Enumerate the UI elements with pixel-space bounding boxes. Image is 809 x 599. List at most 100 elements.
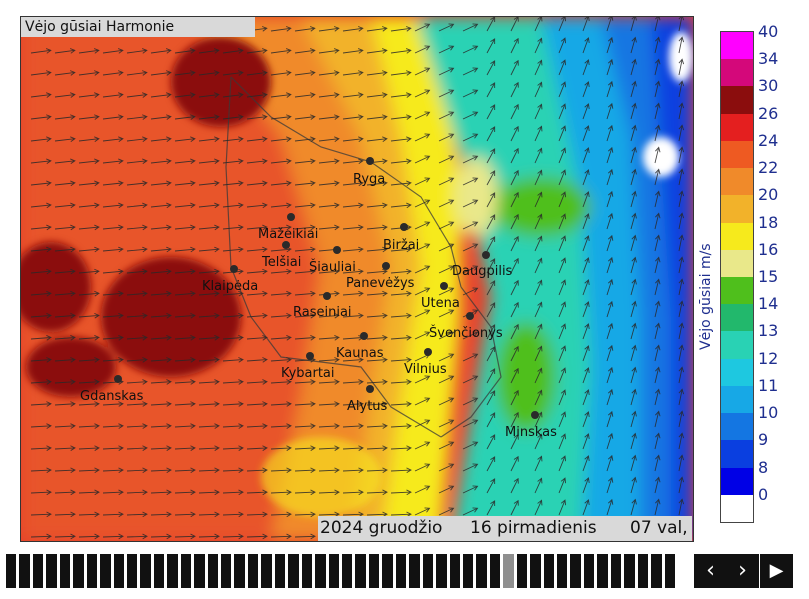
timeline-frame[interactable] xyxy=(409,554,420,588)
wind-arrow xyxy=(534,301,543,318)
wind-arrow xyxy=(174,445,196,451)
wind-arrow xyxy=(486,148,496,164)
timeline-frame[interactable] xyxy=(610,554,622,588)
timeline-frame[interactable] xyxy=(355,554,366,588)
timeline-frame[interactable] xyxy=(113,554,124,588)
wind-arrow xyxy=(270,136,292,142)
wind-arrow xyxy=(246,489,268,496)
wind-arrow xyxy=(438,397,455,406)
timeline-frame[interactable] xyxy=(368,554,380,588)
timeline-frame[interactable] xyxy=(543,554,555,588)
timeline-frame[interactable] xyxy=(462,554,474,588)
timeline-frame[interactable] xyxy=(180,554,192,588)
timeline-frame[interactable] xyxy=(100,554,111,588)
timeline-frame[interactable] xyxy=(221,554,232,588)
timeline-frame[interactable] xyxy=(274,554,286,588)
timeline-frame[interactable] xyxy=(476,554,487,588)
legend-swatch xyxy=(721,467,753,496)
wind-arrow xyxy=(198,114,220,120)
wind-arrow xyxy=(390,48,412,54)
wind-arrow xyxy=(534,125,543,142)
timeline-frame[interactable] xyxy=(288,554,299,588)
timeline-frame[interactable] xyxy=(570,554,581,588)
wind-arrow xyxy=(462,177,479,186)
timeline-frame[interactable] xyxy=(86,554,98,588)
timeline-slider[interactable] xyxy=(6,554,678,588)
city-label-ryga: Ryga xyxy=(353,172,386,187)
city-dot-panevezys xyxy=(382,262,390,270)
timeline-frame[interactable] xyxy=(194,554,205,588)
timeline-frame[interactable] xyxy=(557,554,568,588)
timeline-frame[interactable] xyxy=(126,554,138,588)
wind-arrow xyxy=(438,287,455,296)
timeline-frame[interactable] xyxy=(422,554,434,588)
timeline-frame[interactable] xyxy=(59,554,71,588)
wind-arrow xyxy=(558,411,567,428)
timeline-frame[interactable] xyxy=(503,554,514,588)
wind-arrow xyxy=(78,114,100,120)
wind-arrow xyxy=(246,290,268,297)
timeline-frame[interactable] xyxy=(342,554,353,588)
wind-arrow xyxy=(606,344,614,362)
wind-arrow xyxy=(558,301,567,318)
timeline-frame[interactable] xyxy=(449,554,460,588)
timeline-frame[interactable] xyxy=(261,554,272,588)
timeline-frame[interactable] xyxy=(6,554,17,588)
wind-arrow xyxy=(606,17,614,32)
wind-arrow xyxy=(294,114,316,120)
wind-arrow xyxy=(102,70,124,76)
next-frame-button[interactable]: › xyxy=(726,554,759,588)
wind-arrow xyxy=(174,202,196,209)
timeline-frame[interactable] xyxy=(247,554,259,588)
timeline-frame[interactable] xyxy=(73,554,84,588)
wind-arrow xyxy=(486,192,496,208)
timeline-frame[interactable] xyxy=(583,554,595,588)
timeline-frame[interactable] xyxy=(516,554,528,588)
wind-arrow xyxy=(606,58,614,76)
wind-arrow xyxy=(534,17,543,32)
prev-frame-button[interactable]: ‹ xyxy=(694,554,727,588)
timeline-frame[interactable] xyxy=(382,554,393,588)
wind-arrow xyxy=(414,507,431,516)
wind-arrow xyxy=(630,344,637,362)
timeline-frame[interactable] xyxy=(624,554,635,588)
wind-arrow xyxy=(438,23,455,32)
timeline-frame[interactable] xyxy=(32,554,44,588)
timeline-frame[interactable] xyxy=(167,554,178,588)
wind-arrow xyxy=(630,168,637,186)
wind-arrow xyxy=(54,467,76,474)
wind-arrow xyxy=(510,367,519,384)
timeline-frame[interactable] xyxy=(664,554,675,588)
timeline-frame[interactable] xyxy=(436,554,447,588)
wind-arrow xyxy=(606,388,614,406)
wind-arrow xyxy=(678,36,685,54)
wind-arrow xyxy=(654,80,661,98)
timeline-frame[interactable] xyxy=(234,554,245,588)
wind-arrow xyxy=(558,59,567,76)
timeline-frame[interactable] xyxy=(140,554,151,588)
wind-arrow xyxy=(438,375,455,384)
timeline-frame[interactable] xyxy=(301,554,313,588)
timeline-frame[interactable] xyxy=(328,554,339,588)
wind-arrow xyxy=(246,224,268,231)
play-button[interactable]: ▶ xyxy=(760,554,793,588)
legend-swatch xyxy=(721,59,753,87)
timeline-frame[interactable] xyxy=(637,554,649,588)
wind-arrow xyxy=(126,489,148,496)
timeline-frame[interactable] xyxy=(597,554,608,588)
timeline-frame[interactable] xyxy=(153,554,165,588)
timeline-frame[interactable] xyxy=(489,554,501,588)
timeline-frame[interactable] xyxy=(530,554,541,588)
wind-arrow xyxy=(486,82,496,98)
timeline-frame[interactable] xyxy=(19,554,30,588)
timeline-frame[interactable] xyxy=(315,554,326,588)
wind-arrow xyxy=(246,136,268,142)
timeline-frame[interactable] xyxy=(651,554,662,588)
timeline-frame[interactable] xyxy=(46,554,57,588)
wind-arrow xyxy=(558,213,567,230)
timeline-frame[interactable] xyxy=(395,554,407,588)
wind-arrow xyxy=(198,202,220,209)
timeline-frame[interactable] xyxy=(207,554,219,588)
wind-arrow xyxy=(30,70,52,76)
city-dot-utena xyxy=(440,282,448,290)
